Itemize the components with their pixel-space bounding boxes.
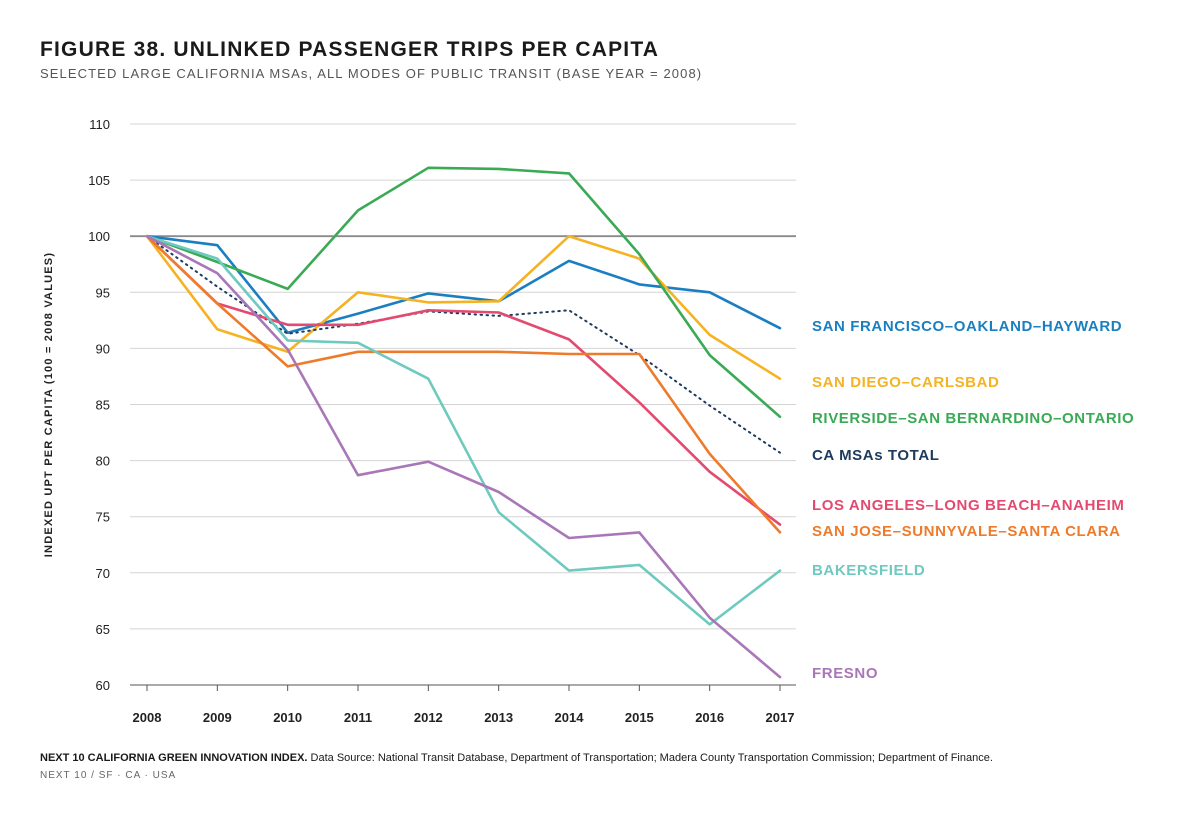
x-tick-label: 2012 bbox=[414, 710, 443, 725]
series-label: FRESNO bbox=[812, 665, 878, 682]
x-tick-label: 2009 bbox=[203, 710, 232, 725]
series-line bbox=[145, 234, 782, 679]
chart-subtitle: SELECTED LARGE CALIFORNIA MSAs, ALL MODE… bbox=[40, 66, 703, 81]
y-axis-title: INDEXED UPT PER CAPITA (100 = 2008 VALUE… bbox=[43, 252, 55, 557]
y-tick-label: 75 bbox=[96, 510, 110, 525]
y-tick-label: 100 bbox=[88, 229, 110, 244]
x-tick-label: 2011 bbox=[344, 710, 372, 725]
series-line bbox=[145, 234, 782, 381]
y-tick-label: 90 bbox=[96, 341, 110, 356]
series-line bbox=[145, 234, 782, 526]
credit-line: NEXT 10 / SF · CA · USA bbox=[40, 770, 177, 781]
series-labels: SAN FRANCISCO–OAKLAND–HAYWARD SAN DIEGO–C… bbox=[812, 318, 1134, 682]
series-line bbox=[145, 166, 782, 419]
x-tick-label: 2008 bbox=[133, 710, 162, 725]
y-tick-label: 95 bbox=[96, 285, 110, 300]
series-label: RIVERSIDE–SAN BERNARDINO–ONTARIO bbox=[812, 410, 1134, 427]
grid-lines bbox=[130, 123, 796, 686]
series-line bbox=[145, 234, 782, 626]
line-chart: 60 65 70 75 80 85 90 95 100 105 110 2008 2009 2010 201… bbox=[43, 117, 1134, 725]
y-tick-label: 70 bbox=[96, 566, 110, 581]
series-label: LOS ANGELES–LONG BEACH–ANAHEIM bbox=[812, 497, 1124, 514]
x-tick-label: 2016 bbox=[695, 710, 724, 725]
series-label: CA MSAs TOTAL bbox=[812, 447, 940, 464]
y-tick-label: 65 bbox=[96, 622, 110, 637]
y-tick-label: 60 bbox=[96, 678, 110, 693]
x-tick-label: 2010 bbox=[273, 710, 302, 725]
series-label: BAKERSFIELD bbox=[812, 562, 925, 579]
series-lines bbox=[145, 166, 782, 679]
axes: 60 65 70 75 80 85 90 95 100 105 110 2008 2009 2010 201… bbox=[43, 117, 796, 725]
x-tick-label: 2015 bbox=[625, 710, 654, 725]
x-tick-label: 2014 bbox=[555, 710, 585, 725]
series-label: SAN JOSE–SUNNYVALE–SANTA CLARA bbox=[812, 523, 1121, 540]
chart-title: FIGURE 38. UNLINKED PASSENGER TRIPS PER … bbox=[40, 38, 660, 61]
series-label: SAN DIEGO–CARLSBAD bbox=[812, 374, 999, 391]
source-text: Data Source: National Transit Database, … bbox=[307, 752, 993, 764]
x-tick-label: 2017 bbox=[766, 710, 795, 725]
source-label: NEXT 10 CALIFORNIA GREEN INNOVATION INDE… bbox=[40, 752, 308, 764]
x-tick-label: 2013 bbox=[484, 710, 513, 725]
y-tick-label: 110 bbox=[89, 117, 110, 132]
y-tick-label: 105 bbox=[88, 173, 110, 188]
series-line bbox=[145, 234, 782, 534]
source-note: NEXT 10 CALIFORNIA GREEN INNOVATION INDE… bbox=[40, 752, 993, 764]
y-tick-label: 80 bbox=[96, 454, 110, 469]
series-line bbox=[146, 235, 781, 454]
series-label: SAN FRANCISCO–OAKLAND–HAYWARD bbox=[812, 318, 1122, 335]
y-tick-label: 85 bbox=[96, 398, 110, 413]
series-line bbox=[145, 234, 782, 335]
